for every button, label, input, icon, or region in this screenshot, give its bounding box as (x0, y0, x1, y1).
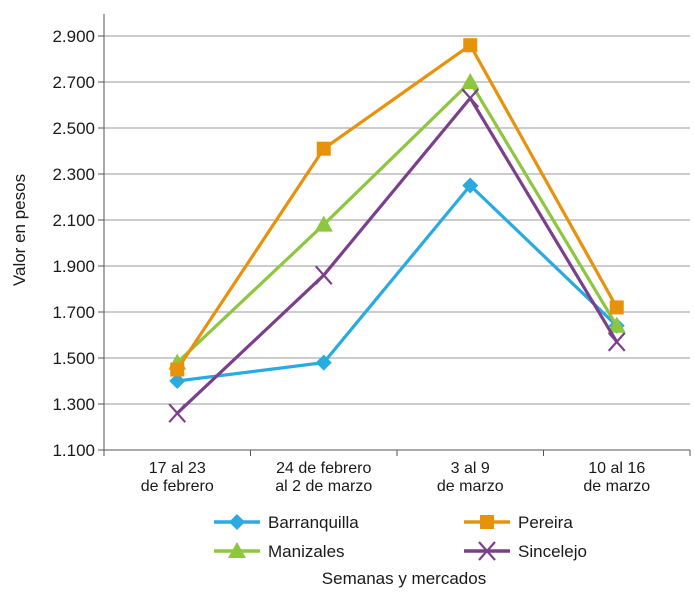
series-lines (168, 38, 626, 423)
data-point-pereira (463, 38, 478, 53)
x-axis-title: Semanas y mercados (322, 569, 486, 588)
y-tick-label: 2.500 (52, 119, 95, 138)
y-tick-label: 1.300 (52, 395, 95, 414)
data-point-sincelejo (607, 332, 626, 352)
x-tick-label: 17 al 23 de febrero (141, 460, 214, 495)
legend-item-manizales: Manizales (214, 542, 345, 561)
axes (98, 14, 691, 456)
series-line-manizales (176, 80, 619, 364)
x-stroke (168, 403, 187, 423)
legend-marker-barranquilla (229, 514, 245, 530)
legend-label-manizales: Manizales (268, 542, 345, 561)
legend-label-barranquilla: Barranquilla (268, 513, 359, 532)
legend-marker-pereira (480, 515, 494, 529)
y-tick-label: 1.700 (52, 303, 95, 322)
y-tick-labels: 1.100 1.300 1.500 1.700 1.900 2.100 2.300 2.500… (52, 27, 95, 460)
legend-label-pereira: Pereira (518, 513, 573, 532)
data-point-barranquilla (169, 373, 186, 389)
legend: Barranquilla Manizales Pereira Sincelejo (214, 513, 587, 561)
x-stroke (478, 541, 496, 561)
y-tick-label: 1.100 (52, 441, 95, 460)
data-point-pereira (170, 362, 185, 377)
series-manizales (168, 73, 626, 370)
data-point-manizales (314, 215, 333, 232)
x-tick-labels: 17 al 23 de febrero 24 de febrero al 2 de m… (141, 460, 650, 495)
series-sincelejo (168, 88, 626, 423)
data-point-manizales (607, 316, 626, 333)
data-point-pereira (609, 300, 624, 315)
y-tick-label: 2.900 (52, 27, 95, 46)
x-tick-label: 3 al 9 de marzo (437, 460, 504, 495)
y-tick-label: 1.900 (52, 257, 95, 276)
series-line-pereira (175, 43, 619, 371)
x-stroke (461, 88, 480, 108)
data-point-barranquilla (462, 177, 479, 194)
x-stroke (607, 332, 626, 352)
y-tick-label: 2.700 (52, 73, 95, 92)
data-point-sincelejo (168, 403, 187, 423)
gridlines (104, 35, 690, 405)
data-point-barranquilla (315, 354, 332, 371)
legend-item-barranquilla: Barranquilla (214, 513, 359, 532)
series-pereira (170, 38, 624, 377)
series-line-barranquilla (177, 183, 618, 383)
legend-item-pereira: Pereira (464, 513, 573, 532)
data-point-sincelejo (461, 88, 480, 108)
series-line-sincelejo (176, 96, 619, 415)
data-point-pereira (316, 141, 331, 156)
legend-label-sincelejo: Sincelejo (518, 542, 587, 561)
legend-item-sincelejo: Sincelejo (464, 541, 587, 561)
data-point-manizales (461, 73, 480, 89)
legend-marker-manizales (228, 542, 246, 558)
data-point-sincelejo (314, 265, 333, 285)
y-axis-title: Valor en pesos (10, 174, 29, 286)
y-tick-label: 1.500 (52, 349, 95, 368)
y-tick-label: 2.300 (52, 165, 95, 184)
x-tick-label: 10 al 16 de marzo (583, 460, 650, 495)
y-tick-label: 2.100 (52, 211, 95, 230)
legend-marker-sincelejo (478, 541, 496, 561)
x-tick-label: 24 de febrero al 2 de marzo (275, 460, 372, 495)
x-stroke (314, 265, 333, 285)
